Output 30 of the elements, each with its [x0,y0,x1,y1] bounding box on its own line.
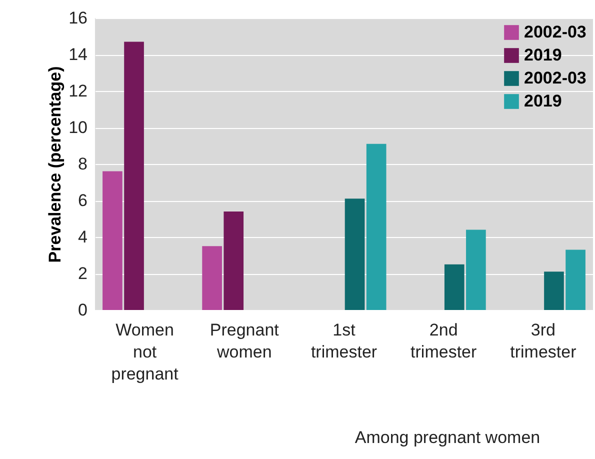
y-tick-label: 12 [68,82,88,100]
x-tick-label: Pregnant women [210,320,280,362]
legend-label: 2002-03 [524,68,586,88]
x-tick-label: 3rd trimester [510,320,577,362]
legend-label: 2019 [524,46,562,64]
bar [124,42,144,310]
bar [444,264,464,310]
bar [366,144,386,310]
bar [202,246,222,310]
y-tick-label: 8 [78,154,88,174]
y-axis-title: Prevalence (percentage) [46,66,65,263]
y-tick-label: 16 [68,8,88,28]
bar [224,211,244,310]
x-tick-label: 2nd trimester [410,320,477,362]
y-tick-label: 10 [68,118,88,137]
x-tick-label: 1st trimester [310,320,378,362]
y-tick-label: 6 [78,191,88,210]
legend-label: 2002-03 [524,22,586,42]
y-tick-label: 14 [68,45,88,64]
legend-label: 2019 [524,92,562,110]
bar [544,272,564,310]
y-tick-label: 2 [78,264,88,283]
y-tick-label: 0 [78,300,88,320]
bar [566,250,586,310]
text: Among pregnant women [354,428,542,448]
bar [466,230,486,310]
bar [344,198,365,310]
y-tick-label: 4 [78,228,88,246]
x-tick-label: Women not pregnant [111,320,179,384]
bar [102,171,122,310]
